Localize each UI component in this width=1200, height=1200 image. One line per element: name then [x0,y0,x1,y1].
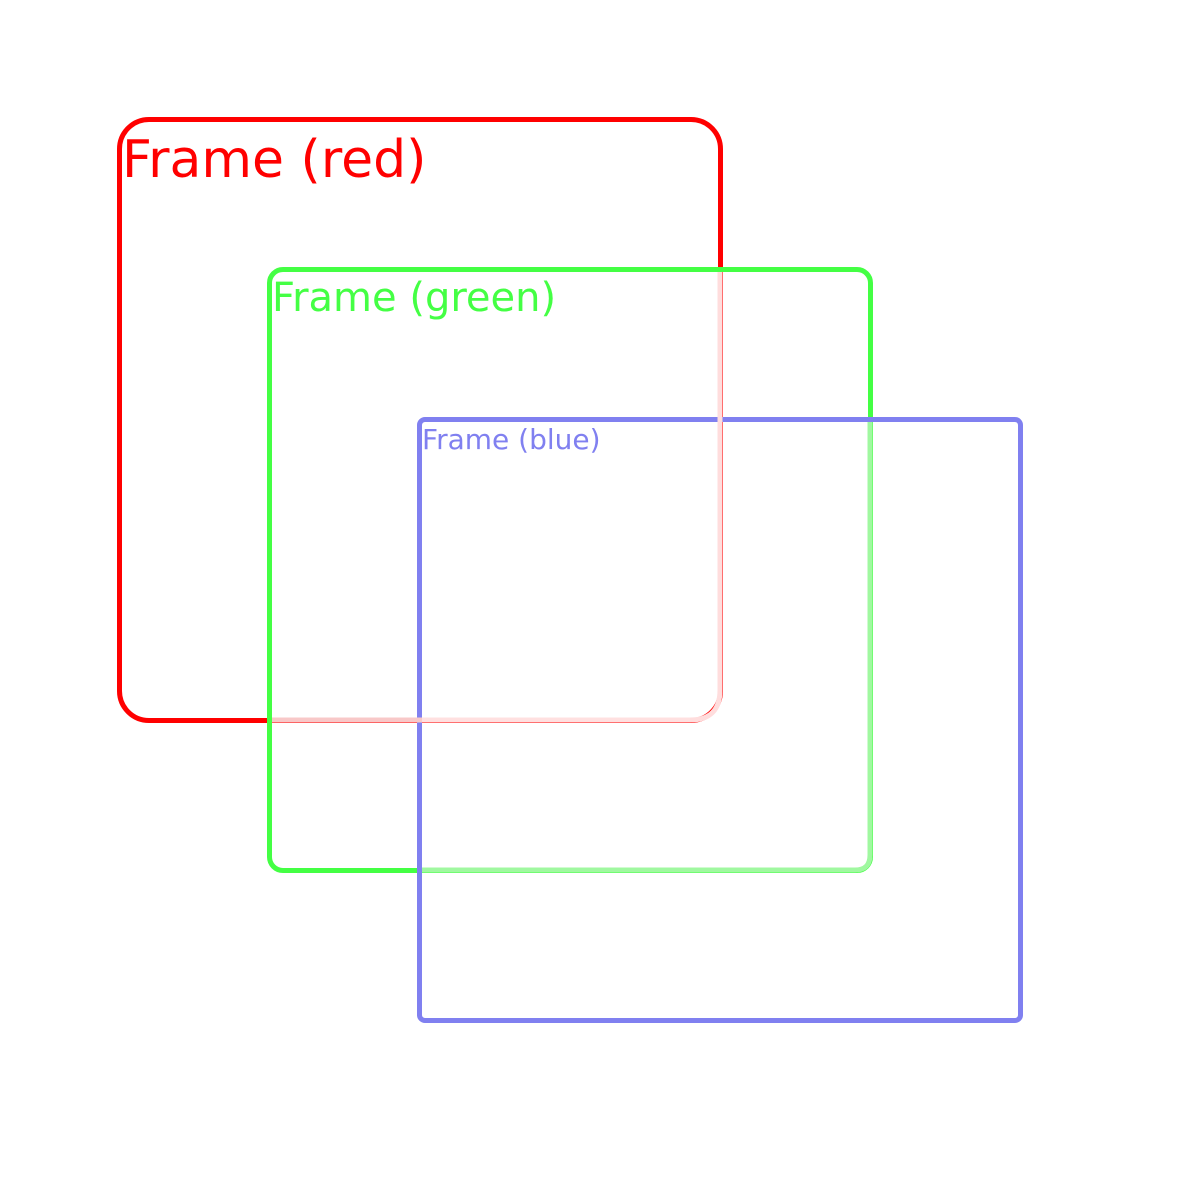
frame-green-label: Frame (green) [272,275,557,321]
frame-blue-label: Frame (blue) [422,423,601,456]
frame-blue: Frame (blue) [417,417,1023,1023]
frame-red-label: Frame (red) [122,130,427,190]
